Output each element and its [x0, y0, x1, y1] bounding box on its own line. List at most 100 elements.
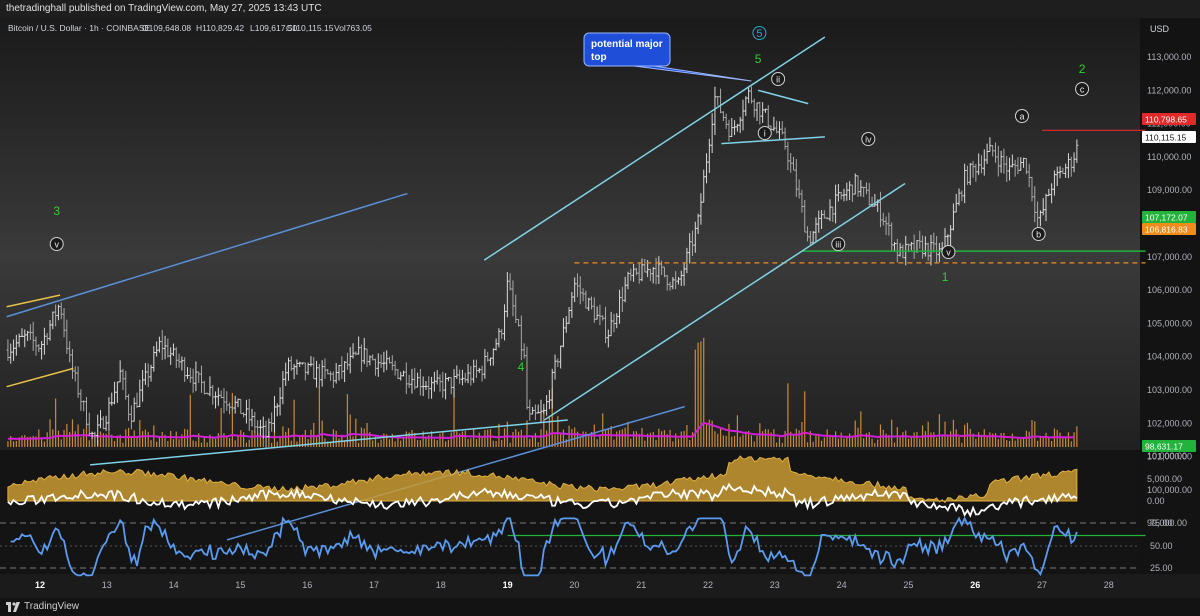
minor-wave-label: a	[1019, 112, 1024, 122]
wedge-upper-yellow	[6, 294, 61, 308]
rsi-line	[10, 516, 1078, 577]
primary-wave-label: 3	[53, 204, 60, 218]
date-label: 22	[703, 580, 713, 590]
minor-wave-circle	[1014, 109, 1029, 123]
date-label: 27	[1037, 580, 1047, 590]
subwave-low-line	[721, 136, 825, 145]
price-axis-label: 106,000.00	[1147, 285, 1192, 295]
date-label: 17	[369, 580, 379, 590]
rsi-axis-label: 50.00	[1150, 541, 1173, 551]
price-tag-box	[1142, 440, 1196, 452]
minor-wave-label: i	[764, 129, 766, 139]
minor-wave-circle	[861, 132, 876, 146]
price-axis-label: 104,000.00	[1147, 352, 1192, 362]
callout-pointer	[633, 65, 752, 82]
base-support-line	[90, 419, 568, 466]
symbol-legend: Bitcoin / U.S. Dollar · 1h · COINBASEO10…	[8, 23, 372, 33]
minor-wave-label: b	[1036, 230, 1041, 240]
osc2-background	[0, 516, 1140, 574]
upper-trendline-blue	[6, 192, 408, 318]
price-axis-label: 101,000.00	[1147, 452, 1192, 462]
minor-wave-circle	[771, 72, 786, 86]
ohlc-value: C110,115.15	[286, 23, 334, 33]
date-label: 20	[569, 580, 579, 590]
date-label: 16	[302, 580, 312, 590]
minor-wave-label: c	[1080, 85, 1085, 95]
callout-line: top	[591, 52, 607, 63]
time-axis-panel	[0, 574, 1200, 598]
time-axis: 12 13 14 15 16 17 18 19 20 21 22 23 24 25 26 27 28	[35, 580, 1114, 590]
primary-wave-label: 4	[518, 360, 525, 374]
price-axis-label: 103,000.00	[1147, 385, 1192, 395]
date-label: 13	[102, 580, 112, 590]
price-axis: USD113,000.00112,000.00111,000.00110,000…	[1142, 24, 1196, 573]
price-tag-box	[1142, 113, 1196, 125]
minor-wave-circle	[941, 245, 956, 259]
oscillator-axis-label: 10,000.00	[1147, 451, 1187, 461]
minor-wave-label: v	[54, 240, 59, 250]
primary-wave-label: 5	[755, 52, 762, 66]
minor-wave-circle	[831, 237, 846, 251]
price-axis-label: 99,000.00	[1147, 518, 1187, 528]
ohlc-value: O109,648.08	[142, 23, 191, 33]
volume-oscillator-pane	[7, 455, 1078, 518]
price-bars	[6, 86, 1079, 448]
wedge-lower-yellow	[6, 367, 74, 388]
callout-box	[583, 32, 671, 67]
date-label: 15	[235, 580, 245, 590]
subwave-high-line	[757, 89, 809, 105]
price-tag-box	[1142, 223, 1196, 235]
price-tag-label: 110,798.65	[1145, 115, 1187, 125]
price-axis-label: 109,000.00	[1147, 185, 1192, 195]
date-label: 26	[970, 580, 980, 590]
publisher-bar: thetradinghall published on TradingView.…	[0, 0, 1200, 18]
date-label: 19	[503, 580, 513, 590]
oscillator-line	[7, 482, 1078, 518]
minor-wave-label: v	[946, 248, 951, 258]
date-label: 14	[169, 580, 179, 590]
primary-wave-label: 2	[1079, 62, 1086, 76]
oscillator-axis-label: 0.00	[1147, 496, 1165, 506]
price-tag-label: 98,631.17	[1145, 442, 1183, 452]
chart-background	[0, 18, 1140, 450]
callout-line: potential major	[591, 39, 663, 50]
symbol-name: Bitcoin / U.S. Dollar · 1h · COINBASE	[8, 23, 151, 33]
price-tag-label: 106,816.83	[1145, 225, 1188, 235]
price-axis-panel	[1140, 18, 1200, 574]
rsi-axis-label: 25.00	[1150, 563, 1173, 573]
minor-wave-circle	[757, 126, 772, 140]
price-axis-label: 105,000.00	[1147, 318, 1192, 328]
footer-bar: TradingView	[0, 598, 1200, 616]
rsi-axis-label: 75.00	[1150, 518, 1173, 528]
major-wave-circle	[752, 26, 767, 40]
channel-upper-line	[483, 36, 826, 261]
oscillator-axis-label: 5,000.00	[1147, 474, 1182, 484]
price-axis-label: 112,000.00	[1147, 85, 1191, 95]
minor-wave-circle	[1031, 227, 1046, 241]
price-tag-box	[1142, 131, 1196, 143]
ohlc-value: Vol763.05	[334, 23, 372, 33]
tradingview-logo-icon	[6, 602, 20, 612]
channel-lower-line	[543, 182, 906, 421]
minor-wave-label: ii	[776, 75, 780, 85]
minor-wave-label: iii	[835, 240, 841, 250]
tradingview-brand: TradingView	[24, 601, 80, 612]
price-tag-box	[1142, 211, 1196, 223]
price-tag-label: 107,172.07	[1145, 213, 1188, 223]
date-label: 21	[636, 580, 646, 590]
rsi-pane	[0, 516, 1140, 577]
major-wave-label: 5	[756, 28, 762, 40]
date-label: 25	[903, 580, 913, 590]
date-label: 24	[837, 580, 847, 590]
price-chart[interactable]: USD113,000.00112,000.00111,000.00110,000…	[0, 18, 1200, 598]
minor-wave-circle	[49, 237, 64, 251]
currency-label: USD	[1150, 24, 1170, 34]
price-axis-label: 113,000.00	[1147, 52, 1191, 62]
date-label: 23	[770, 580, 780, 590]
price-axis-label: 100,000.00	[1147, 485, 1192, 495]
volume-moving-average-line	[7, 421, 1075, 440]
oscillator-area	[7, 455, 1078, 504]
price-axis-label: 107,000.00	[1147, 252, 1192, 262]
date-label: 18	[436, 580, 446, 590]
